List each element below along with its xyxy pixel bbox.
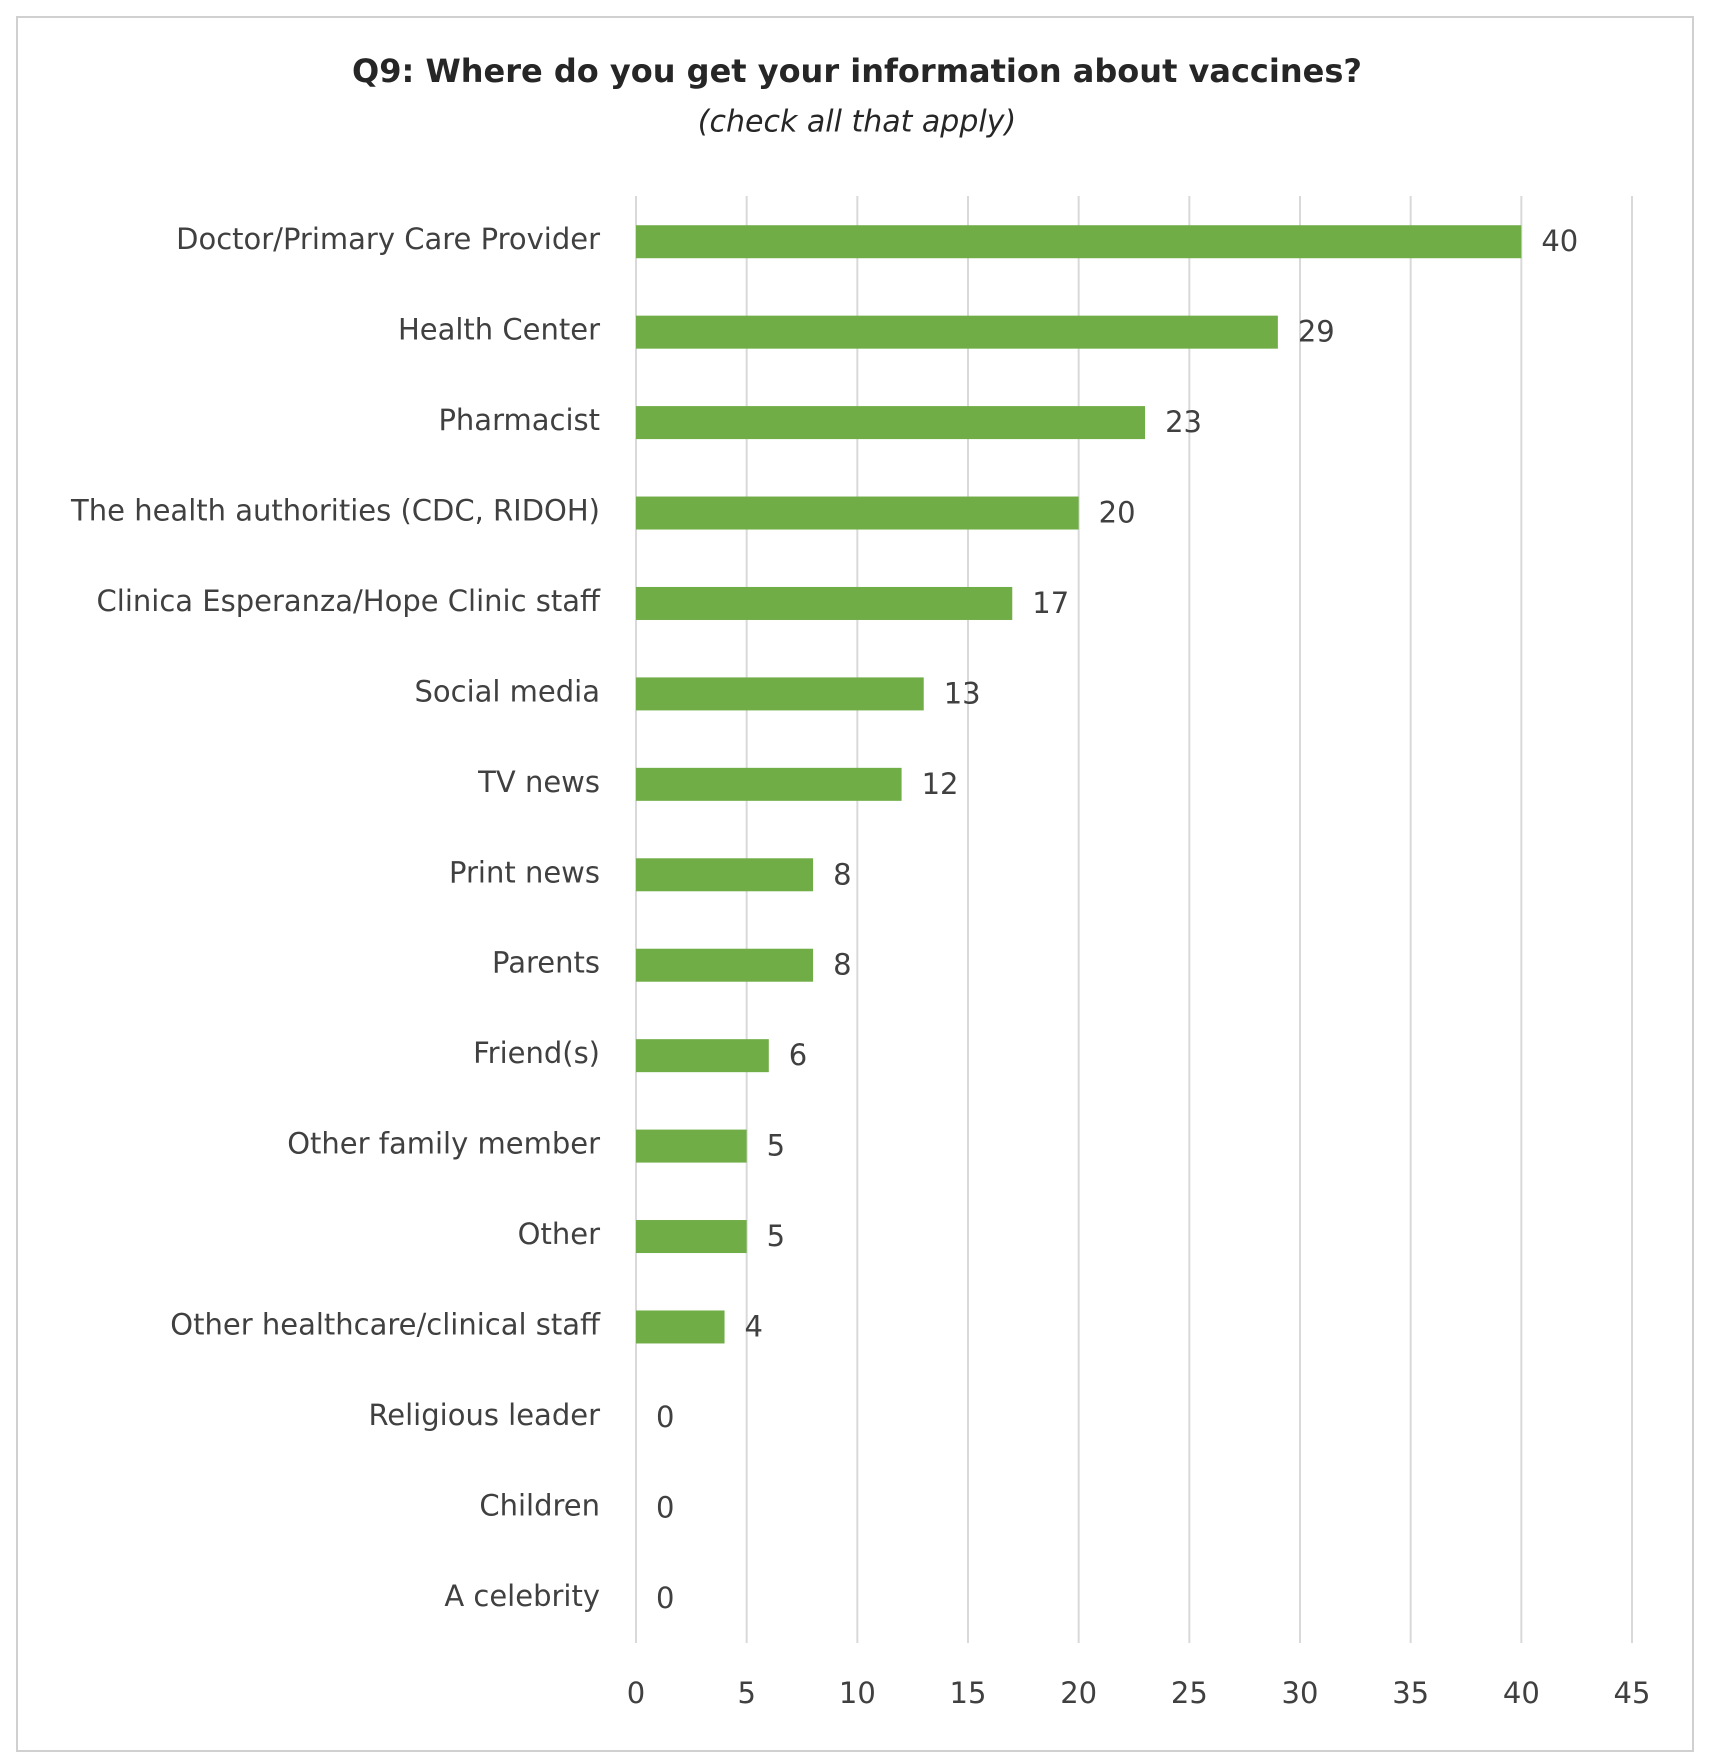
- x-tick-label: 35: [1392, 1676, 1429, 1710]
- value-label: 6: [789, 1038, 807, 1072]
- y-tick-label: A celebrity: [444, 1579, 600, 1613]
- y-tick-label: Print news: [449, 855, 600, 889]
- y-tick-label: Social media: [414, 674, 600, 708]
- y-tick-label: Friend(s): [473, 1036, 600, 1070]
- value-label: 29: [1298, 315, 1335, 349]
- chart-title: Q9: Where do you get your information ab…: [352, 52, 1362, 90]
- value-label: 8: [833, 948, 851, 982]
- bar: [636, 948, 814, 982]
- y-tick-label: Children: [479, 1488, 600, 1522]
- x-tick-label: 5: [737, 1676, 755, 1710]
- value-label: 5: [767, 1219, 785, 1253]
- y-tick-label: Other: [518, 1217, 600, 1251]
- value-label: 5: [767, 1129, 785, 1163]
- bar: [636, 767, 902, 801]
- y-tick-label: Parents: [492, 946, 600, 980]
- bar: [636, 406, 1146, 440]
- value-label: 0: [656, 1490, 674, 1524]
- bar: [636, 225, 1522, 259]
- bar: [636, 1220, 747, 1254]
- bar: [636, 858, 814, 892]
- chart-frame: [16, 16, 1694, 1752]
- value-label: 23: [1165, 405, 1202, 439]
- value-label: 0: [656, 1400, 674, 1434]
- bar: [636, 586, 1013, 620]
- bar: [636, 496, 1079, 530]
- value-label: 20: [1099, 496, 1136, 530]
- value-label: 0: [656, 1581, 674, 1615]
- y-tick-label: Pharmacist: [438, 403, 600, 437]
- y-tick-label: The health authorities (CDC, RIDOH): [70, 494, 600, 528]
- x-tick-label: 30: [1282, 1676, 1319, 1710]
- x-tick-label: 0: [627, 1676, 645, 1710]
- bar: [636, 677, 924, 711]
- value-label: 13: [944, 676, 981, 710]
- y-tick-label: TV news: [477, 765, 600, 799]
- y-tick-label: Clinica Esperanza/Hope Clinic staff: [97, 584, 601, 618]
- chart-subtitle: (check all that apply): [698, 105, 1016, 140]
- y-tick-label: Religious leader: [368, 1398, 600, 1432]
- bar: [636, 1039, 769, 1073]
- value-label: 12: [922, 767, 959, 801]
- y-tick-label: Other family member: [287, 1127, 600, 1161]
- y-tick-label: Health Center: [398, 313, 600, 347]
- x-tick-label: 45: [1614, 1676, 1651, 1710]
- value-label: 8: [833, 857, 851, 891]
- x-tick-label: 40: [1503, 1676, 1540, 1710]
- bar: [636, 315, 1278, 349]
- x-tick-label: 20: [1060, 1676, 1097, 1710]
- y-tick-label: Other healthcare/clinical staff: [170, 1307, 601, 1341]
- x-tick-label: 15: [950, 1676, 987, 1710]
- value-label: 17: [1032, 586, 1069, 620]
- value-label: 40: [1541, 224, 1578, 258]
- x-tick-label: 25: [1171, 1676, 1208, 1710]
- bar: [636, 1129, 747, 1163]
- bar: [636, 1310, 725, 1344]
- x-tick-label: 10: [839, 1676, 876, 1710]
- y-tick-label: Doctor/Primary Care Provider: [176, 222, 600, 256]
- value-label: 4: [745, 1309, 763, 1343]
